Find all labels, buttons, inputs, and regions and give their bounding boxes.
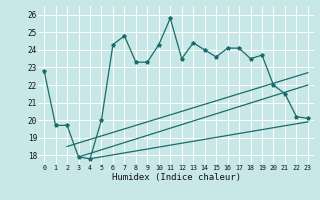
X-axis label: Humidex (Indice chaleur): Humidex (Indice chaleur) [111,173,241,182]
